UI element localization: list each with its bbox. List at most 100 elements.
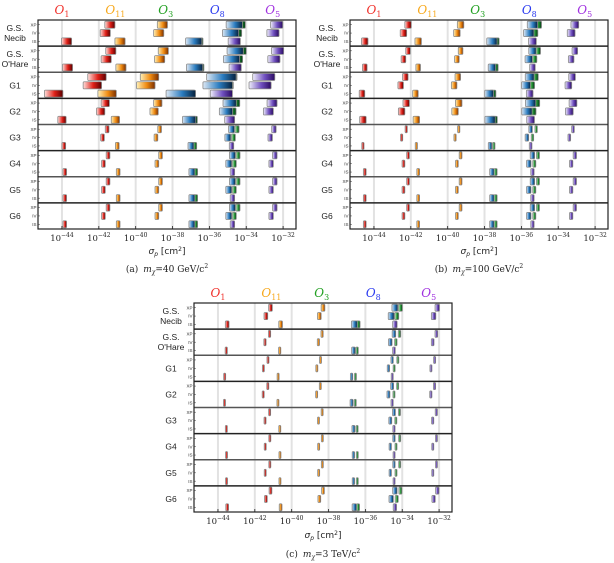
x-tick-label: 10−38	[473, 232, 497, 244]
operator-label-o1: O1	[367, 3, 382, 19]
row-label: IV	[344, 135, 348, 140]
interval-bar-o5-is	[528, 37, 537, 46]
interval-bar-o8-iv	[524, 55, 533, 64]
group-label: G2	[321, 106, 333, 116]
interval-bar-o1-xp	[268, 408, 272, 417]
group-g4: XP IV IS G4	[165, 434, 438, 459]
interval-bar-o11-is	[414, 141, 418, 150]
interval-bar-o5-xp	[572, 151, 577, 160]
interval-bar-o5-iv	[268, 159, 274, 168]
interval-bar-o5-iv	[431, 468, 435, 477]
panel-caption: (c) mχ=3 TeV/c2	[286, 548, 361, 561]
interval-bar-o11-iv	[153, 133, 159, 142]
interval-bar-o1-xp	[105, 151, 111, 160]
x-tick-label: 10−42	[87, 232, 111, 244]
interval-bar-o5-iv	[431, 442, 435, 451]
interval-bar-o1-is	[57, 115, 67, 124]
row-label: XP	[186, 488, 192, 493]
operator-label-o5: O5	[577, 3, 592, 19]
row-label: XP	[186, 462, 192, 467]
interval-bar-o11-iv	[154, 55, 166, 64]
caption-label: (c)	[286, 549, 298, 560]
interval-bar-o8-is	[165, 89, 196, 98]
interval-bar-o5-is	[229, 168, 236, 176]
operator-symbol: O	[577, 3, 587, 17]
interval-bar-o11-xp	[153, 99, 163, 108]
interval-bar-o3-xp	[397, 329, 402, 338]
tick-exponent: −44	[61, 232, 74, 239]
interval-bar-o1-xp	[87, 73, 107, 81]
interval-bar-o3-xp	[534, 125, 538, 134]
row-label: IV	[188, 366, 192, 371]
interval-bar-o1-xp	[268, 460, 272, 469]
interval-bar-o11-iv	[455, 159, 459, 168]
interval-bar-o1-iv	[263, 442, 267, 451]
group-g2: XP IV IS G2	[9, 99, 278, 124]
interval-bar-o5-xp	[571, 46, 578, 55]
interval-bar-o11-xp	[321, 486, 325, 495]
interval-bar-o5-iv	[566, 29, 576, 37]
interval-bar-o5-is	[392, 503, 397, 512]
interval-bar-o8-is	[486, 37, 498, 46]
interval-bar-o8-iv	[388, 442, 392, 451]
tick-base: 10	[399, 234, 410, 244]
group-g1: XP IV IS G1	[165, 356, 437, 381]
interval-bar-o5-is	[228, 141, 235, 150]
operator-subscript: 3	[168, 10, 173, 19]
interval-bar-o11-iv	[455, 185, 459, 194]
row-label: XP	[342, 153, 348, 158]
x-tick-label: 10−40	[124, 232, 148, 244]
interval-bar-o11-is	[278, 451, 282, 459]
interval-bar-o11-is	[276, 372, 280, 381]
row-label: XP	[186, 305, 192, 310]
interval-bar-o3-iv	[231, 212, 237, 220]
interval-bar-o3-iv	[532, 212, 537, 220]
operator-symbol: O	[421, 286, 431, 300]
row-label: XP	[30, 153, 36, 158]
tick-base: 10	[206, 517, 217, 527]
interval-bar-o3-iv	[392, 390, 396, 399]
interval-bar-o5-is	[392, 320, 398, 329]
interval-bar-o1-is	[362, 63, 368, 72]
operator-subscript: 11	[427, 10, 437, 19]
tick-base: 10	[243, 517, 254, 527]
group-label: G.S.	[318, 49, 335, 59]
interval-bar-o8-iv	[225, 159, 233, 168]
interval-bar-o8-xp	[391, 303, 399, 312]
interval-bar-o8-xp	[390, 356, 394, 364]
interval-bar-o5-xp	[270, 20, 284, 29]
interval-bar-o3-iv	[394, 312, 400, 320]
interval-bar-o3-xp	[398, 460, 402, 469]
interval-bar-o1-xp	[405, 46, 411, 55]
row-label: IV	[32, 109, 36, 114]
interval-bar-o8-iv	[388, 495, 394, 503]
interval-bar-o11-xp	[320, 460, 324, 469]
interval-bar-o11-xp	[157, 125, 162, 134]
interval-bar-o5-is	[228, 63, 242, 72]
interval-bar-o5-xp	[570, 20, 580, 29]
operator-label-o1: O1	[55, 3, 70, 19]
operator-subscript: 5	[431, 293, 436, 302]
interval-bar-o3-is	[355, 346, 359, 355]
interval-bar-o5-xp	[435, 434, 438, 443]
row-label: IV	[188, 470, 192, 475]
group-g1: XP IV IS G1	[9, 73, 276, 98]
tick-exponent: −34	[245, 232, 258, 239]
group-label: G1	[9, 80, 21, 90]
interval-bar-o3-xp	[398, 408, 401, 417]
interval-bar-o8-xp	[392, 486, 398, 495]
interval-bar-o3-is	[493, 194, 498, 203]
row-label: IV	[188, 340, 192, 345]
interval-bar-o1-is	[361, 37, 369, 46]
interval-bar-o11-is	[278, 346, 282, 355]
interval-bar-o3-is	[353, 398, 357, 407]
operator-label-o3: O3	[314, 286, 329, 302]
interval-bar-o11-iv	[317, 442, 321, 451]
caption-m: m	[303, 550, 312, 560]
panel-caption: (a) mχ=40 GeV/c2	[126, 263, 209, 276]
interval-bar-o1-is	[224, 320, 230, 329]
interval-bar-o1-is	[362, 220, 367, 229]
interval-bar-o8-is	[351, 503, 357, 512]
tick-exponent: −42	[410, 232, 423, 239]
xlabel-sub: p	[465, 251, 470, 258]
